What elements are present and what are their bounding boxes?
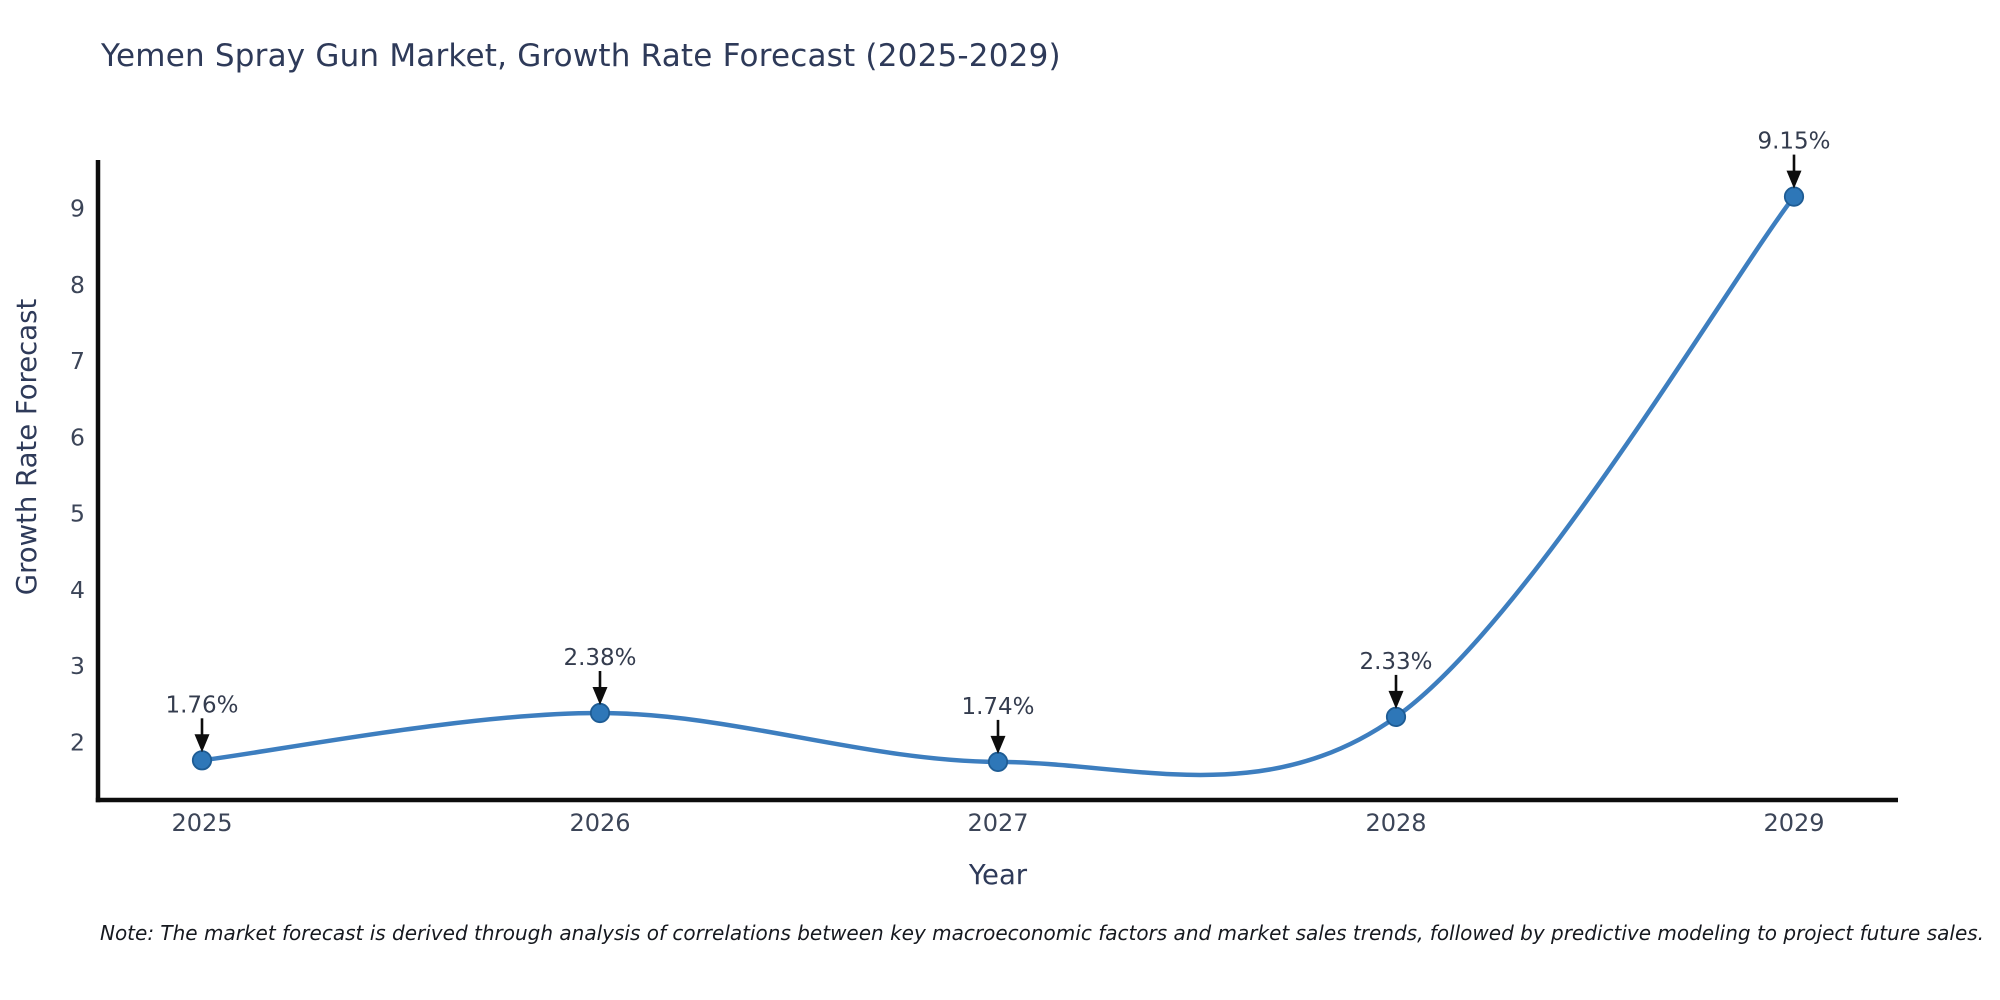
y-tick-label: 6 xyxy=(70,423,85,451)
x-tick-label: 2028 xyxy=(1365,809,1426,837)
annotation-arrowhead xyxy=(990,735,1006,754)
annotation-label: 1.74% xyxy=(961,694,1034,720)
annotation-arrowhead xyxy=(1786,170,1802,189)
annotation-arrowhead xyxy=(1388,690,1404,709)
data-point-marker xyxy=(589,702,611,724)
data-point-marker xyxy=(987,751,1009,773)
x-tick-label: 2026 xyxy=(569,809,630,837)
x-tick-label: 2025 xyxy=(171,809,232,837)
data-point-marker xyxy=(191,750,213,771)
x-axis-label: Year xyxy=(968,859,1028,891)
y-axis-label: Growth Rate Forecast xyxy=(11,299,43,596)
footnote-text: Note: The market forecast is derived thr… xyxy=(99,921,1985,945)
data-point-marker xyxy=(1385,706,1407,728)
line-series xyxy=(199,194,1797,778)
x-tick-label: 2027 xyxy=(967,809,1028,837)
y-tick-label: 9 xyxy=(70,195,85,223)
annotation-label: 9.15% xyxy=(1757,129,1830,155)
data-point-marker xyxy=(1783,186,1805,207)
y-tick-label: 3 xyxy=(70,652,85,680)
annotation-label: 1.76% xyxy=(165,692,238,718)
x-tick-label: 2029 xyxy=(1763,809,1824,837)
annotation-arrowhead xyxy=(592,687,608,705)
y-tick-label: 5 xyxy=(70,500,85,528)
y-tick-label: 4 xyxy=(70,576,85,604)
chart-title: Yemen Spray Gun Market, Growth Rate Fore… xyxy=(101,38,1061,74)
y-tick-label: 2 xyxy=(70,729,85,757)
y-tick-label: 7 xyxy=(70,347,85,375)
y-tick-label: 8 xyxy=(70,271,85,299)
annotation-label: 2.33% xyxy=(1359,649,1432,675)
annotation-arrowhead xyxy=(194,734,210,753)
annotation-label: 2.38% xyxy=(563,645,636,671)
